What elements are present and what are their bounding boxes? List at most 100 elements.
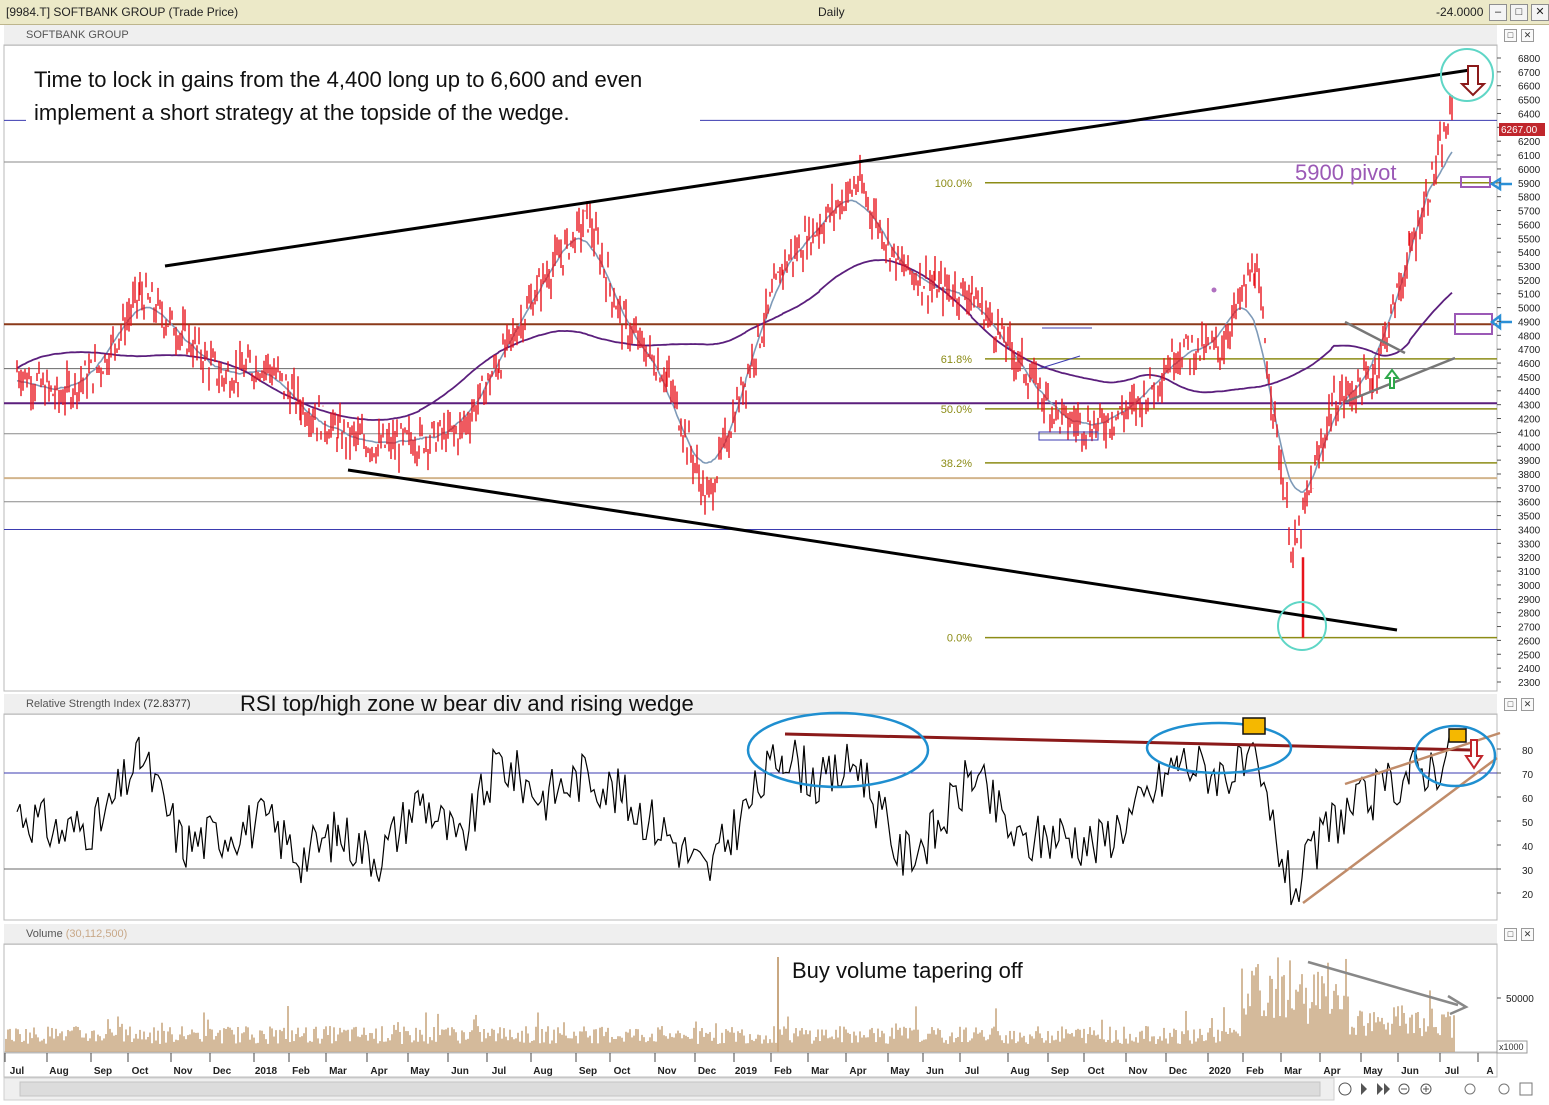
x-tick-label: May: [410, 1066, 430, 1077]
panel-close-icon[interactable]: ✕: [1521, 698, 1534, 711]
play-icon[interactable]: [1361, 1083, 1367, 1095]
x-tick-label: 2018: [255, 1066, 278, 1077]
price-tick-label: 3000: [1518, 581, 1541, 592]
panel-close-icon[interactable]: ✕: [1521, 928, 1534, 941]
panel-restore-icon[interactable]: □: [1504, 29, 1517, 42]
x-tick-label: Aug: [533, 1066, 552, 1077]
rsi-series-line: [16, 736, 1450, 906]
time-nav-controls: [1338, 1082, 1533, 1096]
x-tick-label: Aug: [49, 1066, 68, 1077]
symbol-title: [9984.T] SOFTBANK GROUP (Trade Price): [6, 5, 239, 19]
volume-panel-header: Volume (30,112,500): [4, 924, 1497, 945]
last-price-value: 6267.00: [1501, 125, 1538, 136]
price-tick-label: 2300: [1518, 678, 1541, 689]
price-tick-label: 4100: [1518, 428, 1541, 439]
fib-label: 38.2%: [941, 458, 972, 470]
x-tick-label: Apr: [849, 1066, 866, 1077]
close-button[interactable]: ✕: [1531, 4, 1549, 21]
fast-moving-average: [16, 151, 1453, 493]
price-tick-label: 4700: [1518, 345, 1541, 356]
fib-label: 100.0%: [935, 178, 973, 190]
price-tick-label: 2700: [1518, 623, 1541, 634]
x-tick-label: Mar: [1284, 1066, 1302, 1077]
rsi-marker-feb: [1242, 717, 1266, 735]
wedge-lower-trendline: [347, 468, 1398, 632]
price-tick-label: 4500: [1518, 373, 1541, 384]
rsi-panel-label: Relative Strength Index (72.8377): [26, 698, 191, 710]
volume-panel-controls: □ ✕: [1504, 928, 1534, 941]
fib-label: 50.0%: [941, 404, 972, 416]
volume-annotation: Buy volume tapering off: [792, 958, 1024, 983]
price-tick-label: 5800: [1518, 193, 1541, 204]
x-tick-label: Jul: [10, 1066, 25, 1077]
last-price-tag: [1499, 123, 1545, 136]
rsi-panel-frame: [3, 713, 1498, 921]
maximize-button[interactable]: □: [1510, 4, 1528, 21]
triangle-upper-line: [1344, 320, 1406, 355]
time-scrollbar-thumb[interactable]: [19, 1081, 1321, 1097]
moving-average-lines: [16, 151, 1453, 493]
short-down-arrow-icon: [1459, 65, 1487, 97]
price-tick-label: 3200: [1518, 553, 1541, 564]
panel-close-icon[interactable]: ✕: [1521, 29, 1534, 42]
price-tick-label: 3900: [1518, 456, 1541, 467]
main-annotation-line1: Time to lock in gains from the 4,400 lon…: [34, 67, 642, 92]
price-tick-label: 5200: [1518, 276, 1541, 287]
rsi-tick-label: 40: [1522, 842, 1534, 853]
slow-moving-average: [16, 259, 1453, 421]
fib-label: 0.0%: [947, 633, 972, 645]
x-tick-label: Nov: [658, 1066, 677, 1077]
triangle-lower-line: [1344, 356, 1456, 404]
price-tick-label: 5000: [1518, 304, 1541, 315]
volume-panel-label: Volume (30,112,500): [26, 928, 128, 940]
pivot-annotation: 5900 pivot: [1295, 160, 1397, 185]
fib-label: 61.8%: [941, 354, 972, 366]
x-tick-label: Apr: [1323, 1066, 1340, 1077]
signal-dot: [1211, 287, 1217, 293]
x-tick-label: Apr: [370, 1066, 387, 1077]
flag-line: [1037, 355, 1081, 370]
minimize-button[interactable]: –: [1489, 4, 1507, 21]
pivot-box-lower: [1454, 313, 1493, 335]
bottom-circle-highlight: [1277, 601, 1327, 651]
x-tick-label: Dec: [1169, 1066, 1188, 1077]
volume-trendline: [1307, 960, 1459, 1007]
price-tick-label: 6400: [1518, 109, 1541, 120]
x-tick-label: Oct: [132, 1066, 149, 1077]
rsi-panel-controls: □ ✕: [1504, 698, 1534, 711]
zoom-in-icon[interactable]: [1420, 1083, 1432, 1095]
fast-forward-icon[interactable]: [1377, 1083, 1390, 1095]
x-tick-label: Oct: [614, 1066, 631, 1077]
price-panel-label: SOFTBANK GROUP: [26, 29, 129, 41]
panel-restore-icon[interactable]: □: [1504, 698, 1517, 711]
price-tick-label: 6800: [1518, 54, 1541, 65]
price-tick-label: 4300: [1518, 401, 1541, 412]
x-tick-label: May: [890, 1066, 910, 1077]
price-tick-label: 3600: [1518, 498, 1541, 509]
x-tick-label: Sep: [94, 1066, 112, 1077]
price-tick-label: 3300: [1518, 539, 1541, 550]
price-tick-label: 5700: [1518, 207, 1541, 218]
scroll-left-icon[interactable]: [1464, 1083, 1476, 1095]
zoom-out-icon[interactable]: [1398, 1083, 1410, 1095]
price-tick-label: 4000: [1518, 442, 1541, 453]
price-tick-label: 2900: [1518, 595, 1541, 606]
price-tick-label: 4900: [1518, 317, 1541, 328]
wedge-upper-trendline: [164, 68, 1471, 268]
settings-icon[interactable]: [1519, 1082, 1533, 1096]
x-axis-band: [3, 1052, 1498, 1078]
x-tick-label: 2019: [735, 1066, 758, 1077]
price-tick-label: 3800: [1518, 470, 1541, 481]
x-tick-label: Jun: [451, 1066, 469, 1077]
rsi-ellipse-2020: [1145, 721, 1293, 775]
refresh-icon[interactable]: [1338, 1082, 1352, 1096]
panel-restore-icon[interactable]: □: [1504, 928, 1517, 941]
scroll-right-icon[interactable]: [1498, 1083, 1510, 1095]
x-tick-label: Jul: [965, 1066, 980, 1077]
rsi-down-arrow-icon: [1464, 739, 1484, 770]
price-tick-label: 6100: [1518, 151, 1541, 162]
price-bars: [16, 94, 1453, 638]
rsi-overlay-drawings: [746, 711, 1501, 905]
